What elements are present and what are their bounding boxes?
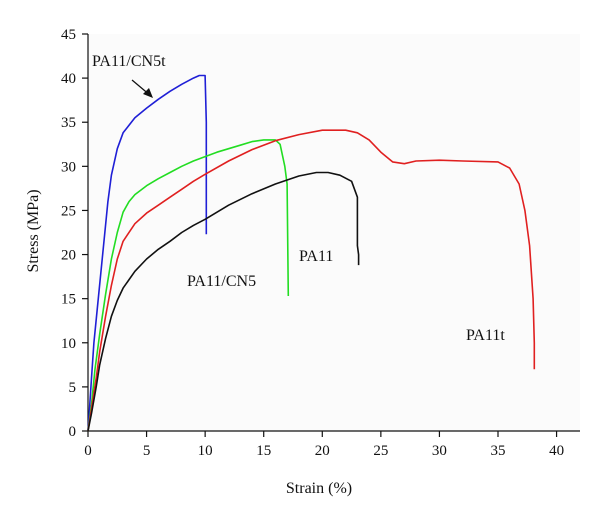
series-line-pa11 xyxy=(87,171,360,432)
annotation-arrowhead xyxy=(143,88,153,98)
y-tick-label: 25 xyxy=(61,203,76,219)
series-layer xyxy=(87,74,536,432)
y-tick-label: 15 xyxy=(61,292,76,308)
x-tick-label: 10 xyxy=(198,443,213,459)
y-tick-label: 45 xyxy=(61,27,76,43)
x-tick-label: 30 xyxy=(432,443,447,459)
y-tick-label: 10 xyxy=(61,336,76,352)
y-tick-label: 5 xyxy=(69,380,77,396)
x-tick-label: 5 xyxy=(143,443,151,459)
labels-layer: PA11/CN5t PA11/CN5 PA11 PA11t xyxy=(92,53,505,344)
y-tick-label: 40 xyxy=(61,71,76,87)
y-ticks: 0 5 10 15 20 25 30 35 40 45 xyxy=(61,27,88,440)
series-label-pa11t: PA11t xyxy=(466,327,505,344)
x-axis-title: Strain (%) xyxy=(286,480,352,497)
plot-backdrop xyxy=(88,34,580,431)
x-tick-label: 15 xyxy=(256,443,271,459)
series-label-pa11-cn5t: PA11/CN5t xyxy=(92,53,166,70)
x-tick-label: 20 xyxy=(315,443,330,459)
series-line-pa11t xyxy=(87,129,536,432)
plot-area xyxy=(88,34,580,431)
x-tick-label: 0 xyxy=(84,443,92,459)
y-tick-label: 0 xyxy=(69,424,77,440)
x-ticks: 0 5 10 15 20 25 30 35 40 xyxy=(84,431,564,459)
series-line-pa11-cn5 xyxy=(87,139,290,432)
series-line-pa11-cn5t xyxy=(87,74,208,432)
axes: 0 5 10 15 20 25 30 35 40 0 5 10 15 20 25 30 35 40 45 xyxy=(61,27,580,459)
series-label-pa11: PA11 xyxy=(299,248,333,265)
y-axis-title: Stress (MPa) xyxy=(25,189,42,272)
x-tick-label: 40 xyxy=(549,443,564,459)
y-tick-label: 20 xyxy=(61,248,76,264)
series-label-pa11-cn5: PA11/CN5 xyxy=(187,273,256,290)
x-tick-label: 35 xyxy=(491,443,506,459)
y-tick-label: 30 xyxy=(61,159,76,175)
x-tick-label: 25 xyxy=(373,443,388,459)
y-tick-label: 35 xyxy=(61,115,76,131)
